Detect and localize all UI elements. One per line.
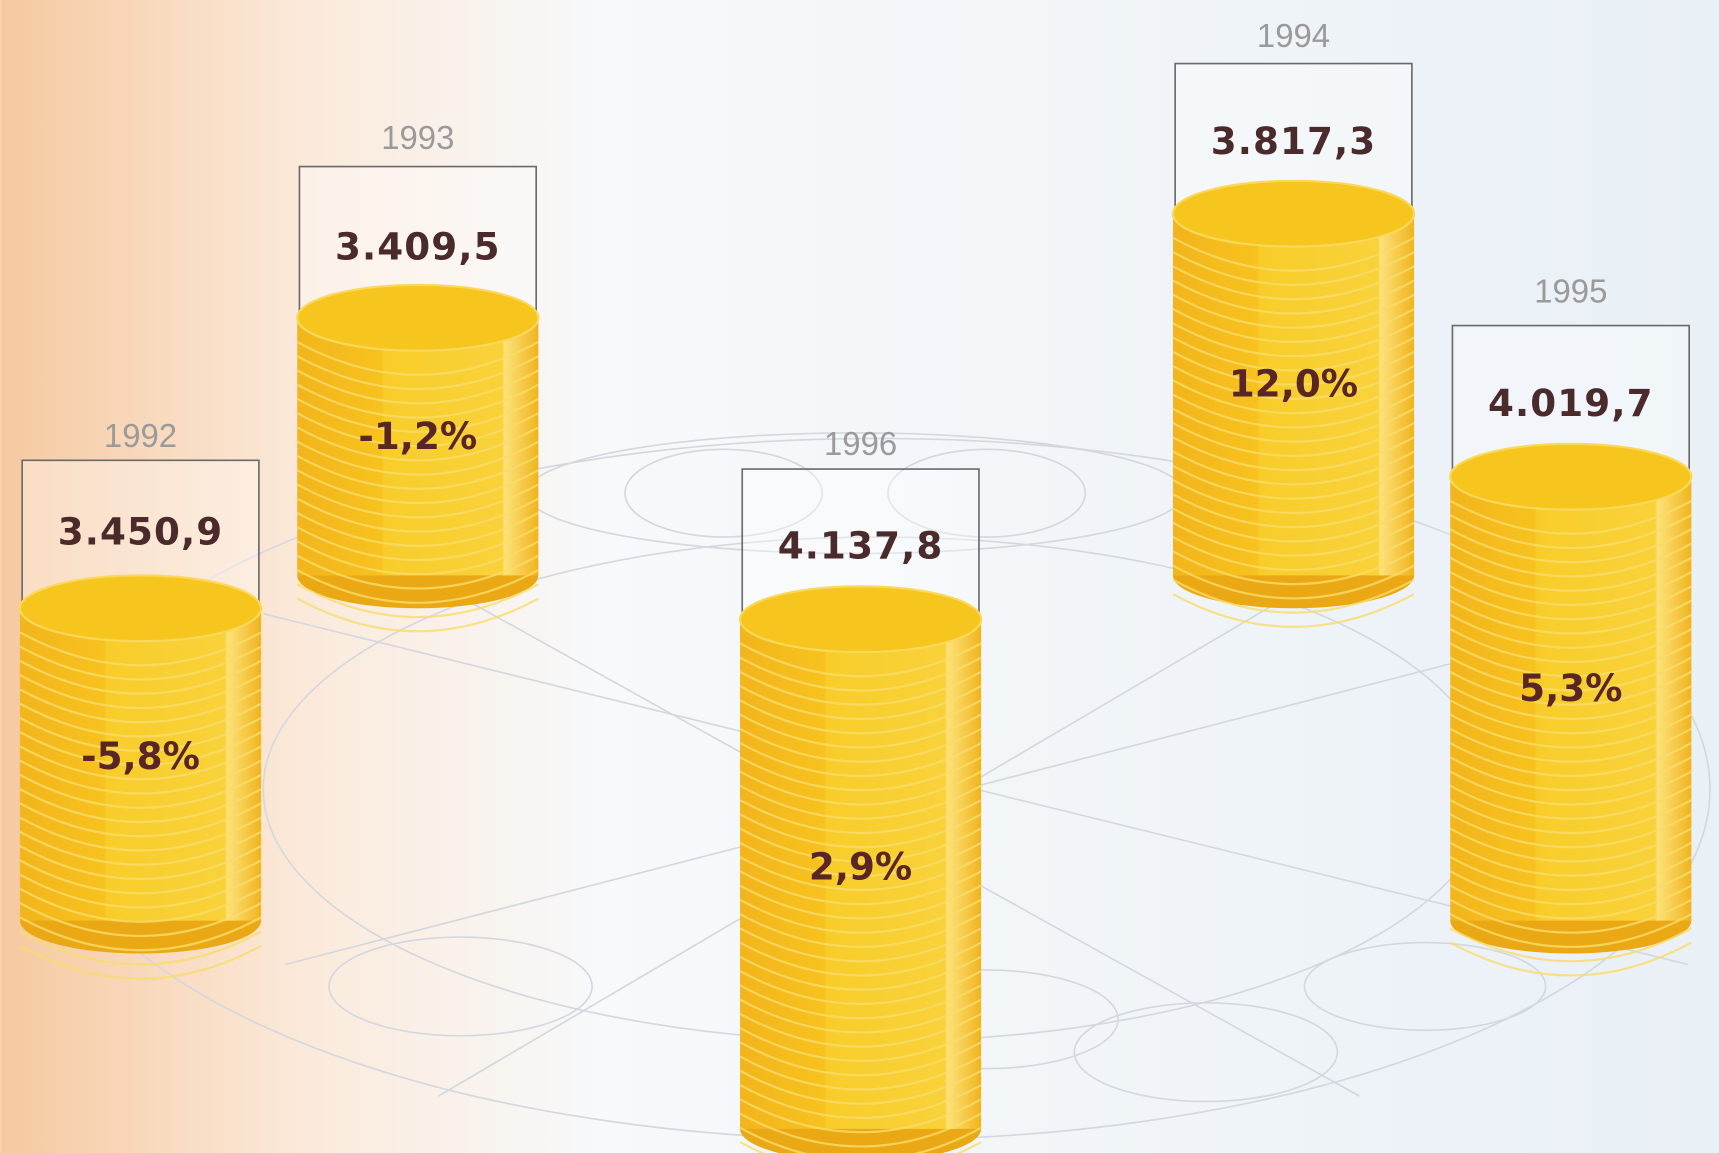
coin-stack-group: 1992 3.450,9 -5,8% (20, 417, 261, 979)
value-label: 3.450,9 (58, 509, 224, 553)
value-label: 4.019,7 (1488, 381, 1654, 425)
infographic: 1992 3.450,9 -5,8% 1993 3.409,5 -1,2% 1994 3.81… (0, 0, 1719, 1153)
year-label: 1995 (1534, 272, 1607, 309)
coin-stack-group: 1993 3.409,5 -1,2% (297, 119, 538, 631)
value-label: 4.137,8 (778, 524, 944, 568)
value-label: 3.409,5 (335, 224, 501, 268)
coin-stack-group: 1994 3.817,3 12,0% (1173, 17, 1414, 627)
change-label: -1,2% (358, 414, 477, 458)
page: {"items": [ {"year": "1992", "value": "3… (0, 0, 1719, 1153)
year-label: 1993 (381, 119, 454, 156)
year-label: 1992 (104, 417, 177, 454)
coin-top (20, 575, 261, 641)
coin-top (740, 586, 981, 652)
year-label: 1994 (1257, 17, 1330, 54)
coin-top (1173, 181, 1414, 247)
change-label: -5,8% (81, 734, 200, 778)
change-label: 12,0% (1229, 361, 1358, 405)
value-label: 3.817,3 (1211, 119, 1377, 163)
coin-top (1450, 444, 1691, 510)
coin-stack-group: 1996 4.137,8 2,9% (740, 425, 981, 1153)
change-label: 2,9% (809, 845, 912, 889)
change-label: 5,3% (1519, 666, 1622, 710)
coin-stack-group: 1995 4.019,7 5,3% (1450, 272, 1691, 975)
coin-top (297, 285, 538, 351)
year-label: 1996 (824, 425, 897, 462)
